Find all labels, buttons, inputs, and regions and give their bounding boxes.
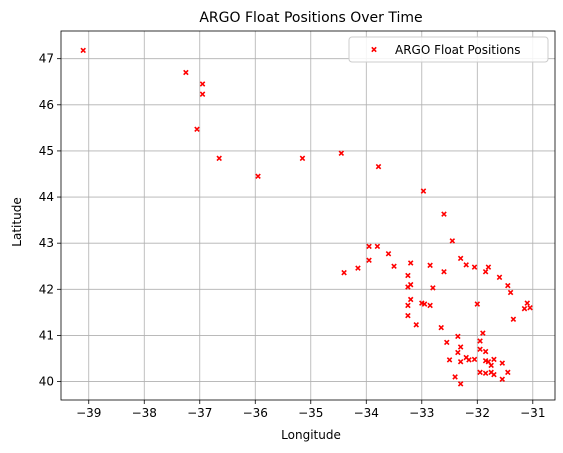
x-tick-label: −31 — [520, 406, 545, 420]
data-point — [452, 374, 458, 380]
x-tick-label: −39 — [76, 406, 101, 420]
data-point — [355, 265, 361, 271]
data-point — [477, 369, 483, 376]
data-point — [405, 302, 411, 309]
data-point — [441, 269, 447, 275]
data-point — [499, 376, 506, 383]
data-point — [457, 255, 464, 262]
data-point — [510, 316, 517, 323]
data-point — [199, 91, 206, 97]
data-point — [471, 356, 478, 363]
legend-label: ARGO Float Positions — [395, 43, 521, 57]
data-point — [299, 155, 306, 162]
chart-title: ARGO Float Positions Over Time — [199, 10, 422, 26]
y-tick-label: 46 — [39, 98, 54, 112]
data-point — [216, 155, 222, 162]
legend-box — [348, 36, 549, 63]
data-point — [457, 381, 464, 387]
data-point — [463, 262, 469, 268]
data-point — [407, 260, 414, 266]
x-tick-label: −36 — [243, 406, 268, 420]
plot-area: −39 −38 −37 −36 −35 −34 −33 −32 −31 40 41 42 43 44 45 4… — [39, 30, 556, 420]
data-point — [199, 81, 206, 87]
data-point — [507, 289, 514, 296]
data-point — [366, 257, 372, 264]
data-point — [491, 356, 497, 363]
data-point — [407, 281, 414, 288]
data-point — [477, 338, 483, 344]
data-point — [338, 150, 345, 156]
y-tick-label: 47 — [39, 52, 54, 66]
y-tick-label: 43 — [39, 236, 54, 250]
data-point — [496, 274, 503, 281]
data-point — [427, 302, 433, 309]
data-point — [427, 262, 433, 269]
data-point — [443, 339, 450, 346]
data-point — [488, 362, 494, 369]
data-point — [482, 370, 489, 377]
data-point — [524, 300, 531, 306]
data-point — [407, 296, 414, 303]
data-point — [457, 344, 464, 350]
data-point — [449, 238, 456, 244]
y-tick-label: 41 — [39, 328, 54, 342]
data-point — [455, 333, 461, 340]
data-point — [482, 348, 489, 355]
y-tick-label: 45 — [39, 144, 54, 158]
data-point — [420, 188, 427, 194]
data-point — [455, 349, 461, 356]
data-point — [471, 264, 478, 270]
data-point — [80, 47, 86, 54]
data-point — [385, 251, 392, 257]
data-point — [405, 312, 411, 319]
data-point — [438, 324, 444, 331]
data-point — [375, 163, 382, 170]
data-point — [505, 369, 511, 376]
data-point — [482, 269, 489, 275]
data-point — [341, 269, 347, 276]
data-point — [446, 357, 453, 363]
data-point — [491, 371, 497, 378]
plot-frame — [60, 30, 556, 401]
x-tick-label: −37 — [187, 406, 212, 420]
data-point — [477, 346, 483, 353]
data-point — [366, 243, 372, 250]
x-tick-label: −33 — [409, 406, 434, 420]
legend-marker — [371, 46, 377, 53]
x-tick-label: −35 — [298, 406, 323, 420]
x-tick-label: −34 — [354, 406, 379, 420]
data-point — [391, 263, 397, 270]
y-tick-label: 40 — [39, 375, 54, 389]
data-point — [521, 305, 528, 312]
data-point — [474, 301, 481, 307]
x-tick-label: −38 — [132, 406, 157, 420]
data-point — [499, 360, 506, 366]
data-point — [183, 69, 189, 76]
data-point — [457, 358, 464, 365]
data-point — [430, 285, 436, 291]
data-point — [255, 173, 261, 180]
y-axis-label: Latitude — [10, 197, 24, 246]
y-tick-label: 42 — [39, 282, 54, 296]
x-axis-label: Longitude — [281, 428, 341, 442]
y-tick-label: 44 — [39, 190, 54, 204]
data-point — [374, 243, 381, 250]
data-point — [480, 330, 486, 336]
data-point — [505, 282, 511, 289]
data-point — [441, 211, 447, 217]
data-point — [419, 300, 425, 306]
data-point — [405, 272, 411, 279]
data-point — [527, 304, 533, 311]
data-point — [466, 357, 472, 363]
data-point — [413, 322, 420, 328]
data-point — [194, 126, 200, 133]
x-tick-label: −32 — [465, 406, 490, 420]
data-point — [485, 264, 492, 270]
